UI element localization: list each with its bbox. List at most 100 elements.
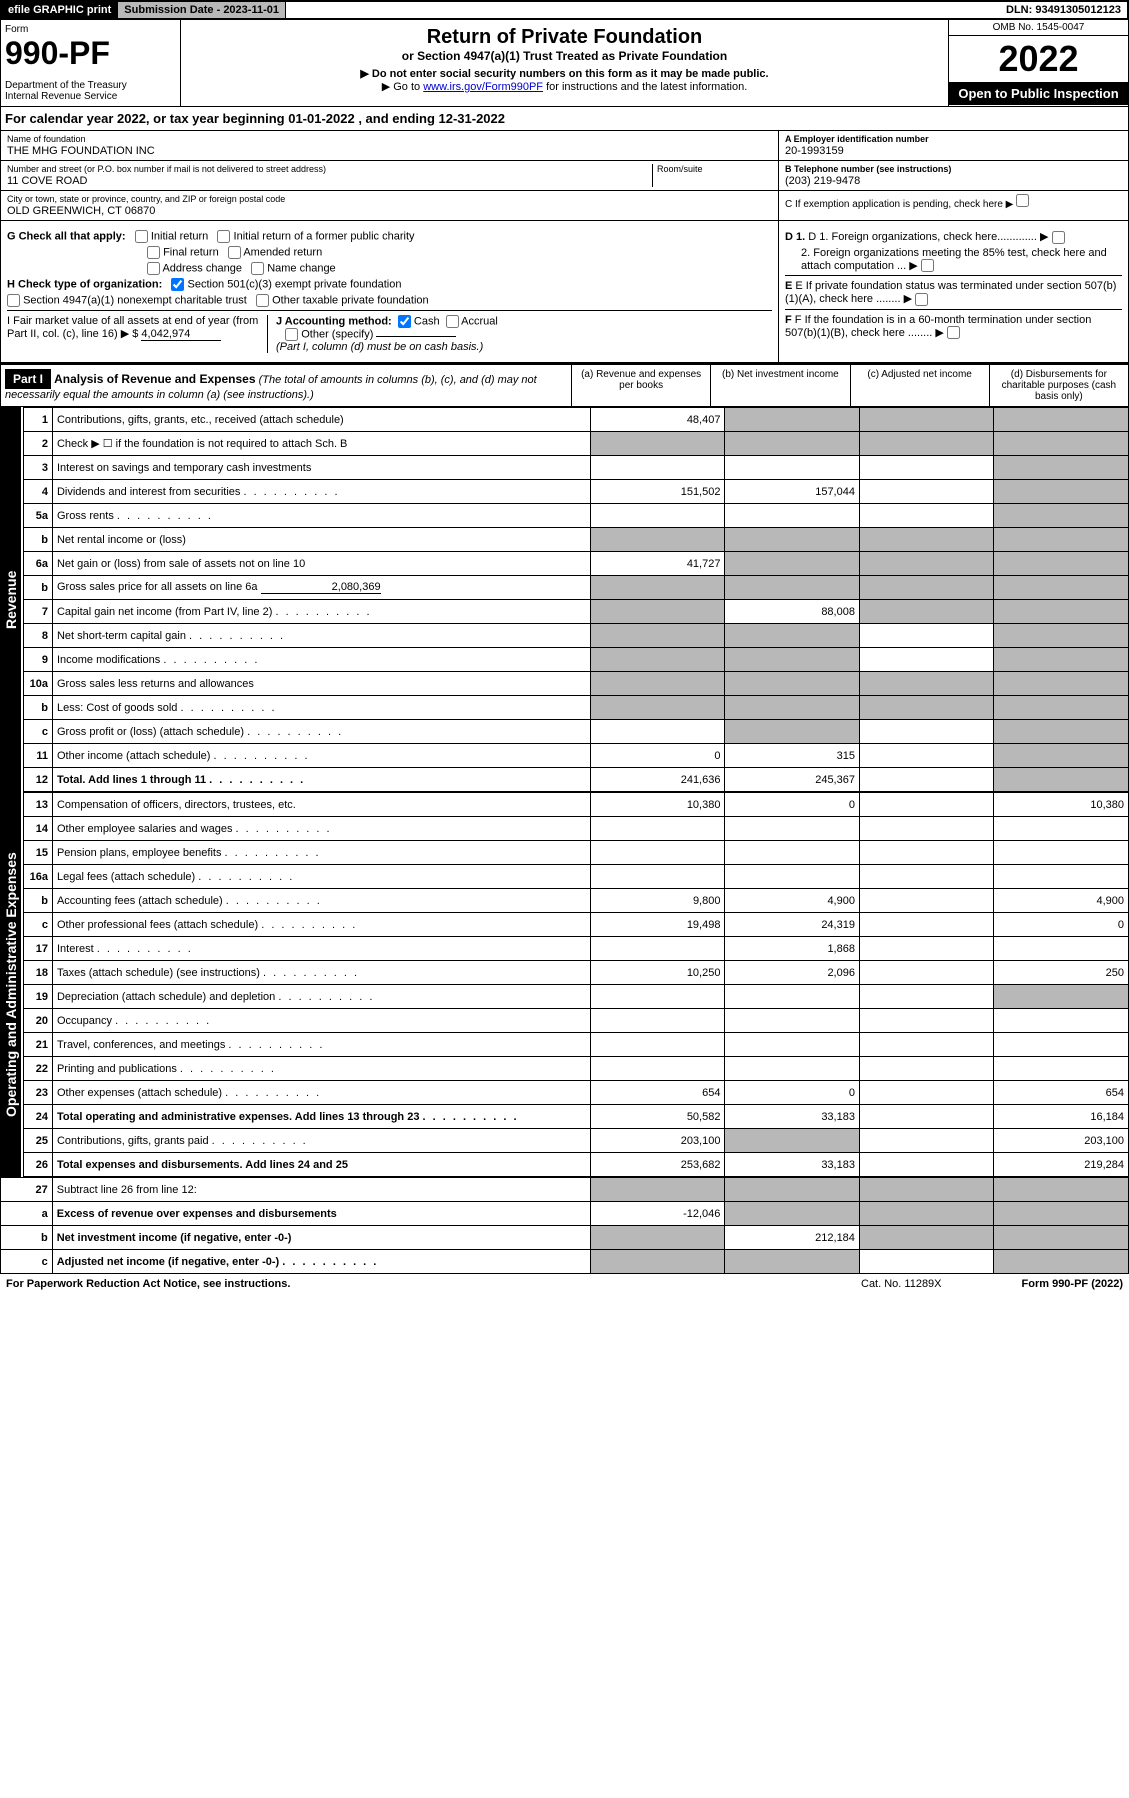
top-bar: efile GRAPHIC print Submission Date - 20… [0, 0, 1129, 20]
g-final[interactable] [147, 246, 160, 259]
table-row: cGross profit or (loss) (attach schedule… [24, 720, 1129, 744]
table-row: 11Other income (attach schedule) 0315 [24, 744, 1129, 768]
table-row: 7Capital gain net income (from Part IV, … [24, 600, 1129, 624]
j-label: J Accounting method: [276, 315, 392, 327]
table-row: 14Other employee salaries and wages [24, 817, 1129, 841]
col-b-hdr: (b) Net investment income [710, 365, 849, 406]
table-row: bLess: Cost of goods sold [24, 696, 1129, 720]
expenses-table: 13Compensation of officers, directors, t… [23, 792, 1129, 1177]
submission-date: Submission Date - 2023-11-01 [118, 2, 286, 18]
addr-label: Number and street (or P.O. box number if… [7, 164, 652, 174]
telephone: (203) 219-9478 [785, 175, 1122, 187]
pra-notice: For Paperwork Reduction Act Notice, see … [6, 1278, 290, 1290]
revenue-section: Revenue 1Contributions, gifts, grants, e… [0, 407, 1129, 792]
h-4947[interactable] [7, 294, 20, 307]
c-checkbox[interactable] [1016, 194, 1029, 207]
tel-label: B Telephone number (see instructions) [785, 164, 1122, 174]
form-number: 990-PF [5, 35, 176, 72]
g-amended[interactable] [228, 246, 241, 259]
table-row: 25Contributions, gifts, grants paid 203,… [24, 1129, 1129, 1153]
f-checkbox[interactable] [947, 326, 960, 339]
expenses-sidelabel: Operating and Administrative Expenses [1, 792, 21, 1177]
form-ref: Form 990-PF (2022) [1022, 1278, 1123, 1290]
table-row: 1Contributions, gifts, grants, etc., rec… [24, 408, 1129, 432]
address: 11 COVE ROAD [7, 175, 652, 187]
g-name[interactable] [251, 262, 264, 275]
table-row: 6aNet gain or (loss) from sale of assets… [24, 552, 1129, 576]
efile-label: efile GRAPHIC print [2, 2, 118, 18]
g-initial[interactable] [135, 230, 148, 243]
table-row: 5aGross rents [24, 504, 1129, 528]
j-accrual[interactable] [446, 315, 459, 328]
ein-label: A Employer identification number [785, 134, 1122, 144]
table-row: 18Taxes (attach schedule) (see instructi… [24, 961, 1129, 985]
table-row: cOther professional fees (attach schedul… [24, 913, 1129, 937]
table-row: 10aGross sales less returns and allowanc… [24, 672, 1129, 696]
table-row: 21Travel, conferences, and meetings [24, 1033, 1129, 1057]
tax-year: 2022 [949, 36, 1128, 82]
table-row: 22Printing and publications [24, 1057, 1129, 1081]
form-title: Return of Private Foundation [187, 26, 942, 49]
h-label: H Check type of organization: [7, 278, 162, 290]
col-c-hdr: (c) Adjusted net income [850, 365, 989, 406]
cat-no: Cat. No. 11289X [861, 1278, 942, 1290]
table-row: aExcess of revenue over expenses and dis… [1, 1202, 1129, 1226]
table-row: 2Check ▶ ☐ if the foundation is not requ… [24, 432, 1129, 456]
table-row: 4Dividends and interest from securities … [24, 480, 1129, 504]
name-label: Name of foundation [7, 134, 772, 144]
table-row: 19Depreciation (attach schedule) and dep… [24, 985, 1129, 1009]
d2-checkbox[interactable] [921, 259, 934, 272]
ein: 20-1993159 [785, 145, 1122, 157]
expenses-section: Operating and Administrative Expenses 13… [0, 792, 1129, 1177]
e-checkbox[interactable] [915, 293, 928, 306]
part1-header: Part I Analysis of Revenue and Expenses … [0, 363, 1129, 407]
calendar-year: For calendar year 2022, or tax year begi… [0, 107, 1129, 131]
revenue-sidelabel: Revenue [1, 407, 21, 792]
city-label: City or town, state or province, country… [7, 194, 772, 204]
open-public: Open to Public Inspection [949, 82, 1128, 105]
form-word: Form [5, 24, 176, 35]
table-row: cAdjusted net income (if negative, enter… [1, 1250, 1129, 1274]
page-footer: For Paperwork Reduction Act Notice, see … [0, 1274, 1129, 1294]
checks-block: G Check all that apply: Initial return I… [0, 221, 1129, 363]
form-header: Form 990-PF Department of the Treasury I… [0, 20, 1129, 107]
note-2: ▶ Go to www.irs.gov/Form990PF for instru… [187, 80, 942, 93]
table-row: bAccounting fees (attach schedule) 9,800… [24, 889, 1129, 913]
j-other[interactable] [285, 328, 298, 341]
table-row: 3Interest on savings and temporary cash … [24, 456, 1129, 480]
table-row: 24Total operating and administrative exp… [24, 1105, 1129, 1129]
table-row: 16aLegal fees (attach schedule) [24, 865, 1129, 889]
table-row: bGross sales price for all assets on lin… [24, 576, 1129, 600]
form-subtitle: or Section 4947(a)(1) Trust Treated as P… [187, 49, 942, 63]
dept: Department of the Treasury Internal Reve… [5, 80, 176, 102]
revenue-table: 1Contributions, gifts, grants, etc., rec… [23, 407, 1129, 792]
h-501c3[interactable] [171, 278, 184, 291]
c-label: C If exemption application is pending, c… [785, 199, 1003, 210]
table-row: 17Interest 1,868 [24, 937, 1129, 961]
part1-badge: Part I [5, 369, 51, 389]
table-row: bNet rental income or (loss) [24, 528, 1129, 552]
table-row: 20Occupancy [24, 1009, 1129, 1033]
g-label: G Check all that apply: [7, 230, 126, 242]
table-row: bNet investment income (if negative, ent… [1, 1226, 1129, 1250]
dln: DLN: 93491305012123 [1000, 2, 1127, 18]
table-row: 27Subtract line 26 from line 12: [1, 1178, 1129, 1202]
room-label: Room/suite [657, 164, 772, 174]
h-other[interactable] [256, 294, 269, 307]
g-address[interactable] [147, 262, 160, 275]
city: OLD GREENWICH, CT 06870 [7, 205, 772, 217]
table-row: 9Income modifications [24, 648, 1129, 672]
foundation-name: THE MHG FOUNDATION INC [7, 145, 772, 157]
table-row: 15Pension plans, employee benefits [24, 841, 1129, 865]
i-value: 4,042,974 [141, 328, 221, 341]
note-1: ▶ Do not enter social security numbers o… [187, 67, 942, 80]
table-row: 26Total expenses and disbursements. Add … [24, 1153, 1129, 1177]
irs-link[interactable]: www.irs.gov/Form990PF [423, 81, 543, 93]
identity-block: Name of foundation THE MHG FOUNDATION IN… [0, 131, 1129, 221]
table-row: 23Other expenses (attach schedule) 65406… [24, 1081, 1129, 1105]
g-initial-former[interactable] [217, 230, 230, 243]
col-d-hdr: (d) Disbursements for charitable purpose… [989, 365, 1128, 406]
d1-checkbox[interactable] [1052, 231, 1065, 244]
line27-table: 27Subtract line 26 from line 12: aExcess… [0, 1177, 1129, 1274]
j-cash[interactable] [398, 315, 411, 328]
